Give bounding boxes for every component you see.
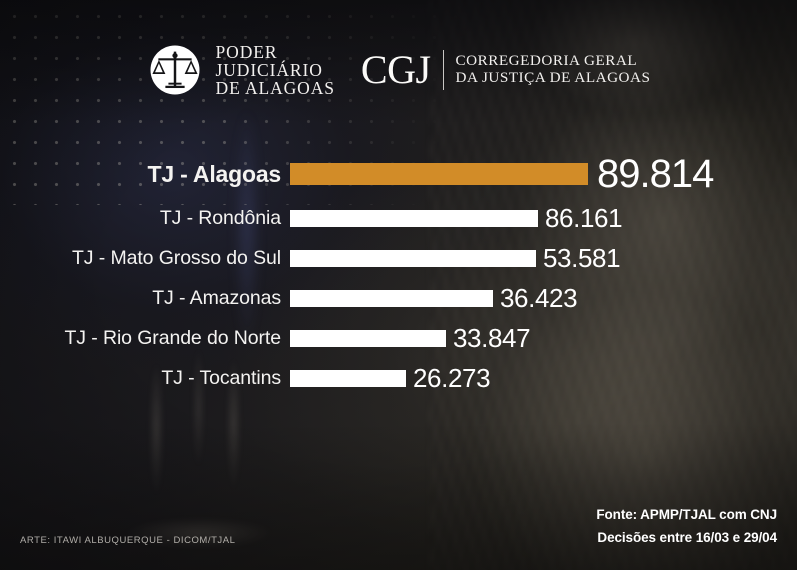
bar-value: 53.581 <box>543 242 621 273</box>
cgj-wordmark: Corregedoria Geral da Justiça de Alagoas <box>456 53 651 86</box>
bar-chart: TJ - Alagoas 89.814 TJ - Rondônia 86.161 TJ … <box>0 150 797 398</box>
poder-judiciario-wordmark: Poder Judiciário de Alagoas <box>216 43 335 98</box>
bar-label: TJ - Mato Grosso do Sul <box>71 246 281 269</box>
cgj-line-2: da Justiça de Alagoas <box>455 69 651 86</box>
bar-label: TJ - Rio Grande do Norte <box>64 326 281 349</box>
chart-row: TJ - Amazonas 36.423 <box>0 278 797 318</box>
chart-row: TJ - Rio Grande do Norte 33.847 <box>0 318 797 358</box>
source-line-1: Fonte: APMP/TJAL com CNJ <box>596 506 777 522</box>
source-note: Fonte: APMP/TJAL com CNJ Decisões entre … <box>596 503 777 549</box>
bar <box>290 163 588 185</box>
bar-value: 36.423 <box>500 282 578 313</box>
chart-row: TJ - Rondônia 86.161 <box>0 198 797 238</box>
chart-row: TJ - Tocantins 26.273 <box>0 358 797 398</box>
bar-label: TJ - Amazonas <box>152 286 281 309</box>
cgj-line-1: Corregedoria Geral <box>455 52 638 70</box>
bar <box>290 329 446 347</box>
header-logos: Poder Judiciário de Alagoas CGJ Correged… <box>0 42 797 98</box>
bar-value: 33.847 <box>453 322 531 353</box>
bar-track: 26.273 <box>290 363 797 394</box>
cgj-logo: CGJ Corregedoria Geral da Justiça de Ala… <box>361 50 651 90</box>
bar-track: 89.814 <box>290 152 797 197</box>
bar-label: TJ - Rondônia <box>159 206 281 229</box>
chart-row: TJ - Alagoas 89.814 <box>0 150 797 198</box>
pj-line-1: Poder <box>215 41 278 62</box>
pj-line-3: de Alagoas <box>215 78 335 99</box>
bar <box>290 209 538 227</box>
bar <box>290 249 536 267</box>
cgj-monogram: CGJ <box>361 50 444 90</box>
chart-row: TJ - Mato Grosso do Sul 53.581 <box>0 238 797 278</box>
pj-line-2: Judiciário <box>215 59 323 80</box>
poder-judiciario-logo: Poder Judiciário de Alagoas <box>147 42 335 98</box>
bar <box>290 289 493 307</box>
art-credit: ARTE: ITAWI ALBUQUERQUE - DICOM/TJAL <box>20 535 236 546</box>
bar-label: TJ - Alagoas <box>147 160 282 187</box>
bar <box>290 369 406 387</box>
source-line-2: Decisões entre 16/03 e 29/04 <box>597 529 777 545</box>
bar-track: 53.581 <box>290 243 797 274</box>
bar-value: 86.161 <box>545 202 623 233</box>
bar-value: 89.814 <box>597 151 714 196</box>
scales-of-justice-icon <box>150 45 200 95</box>
bar-label: TJ - Tocantins <box>161 366 281 389</box>
bar-value: 26.273 <box>413 362 491 393</box>
bar-track: 33.847 <box>290 323 797 354</box>
bar-track: 86.161 <box>290 203 797 234</box>
bar-track: 36.423 <box>290 283 797 314</box>
